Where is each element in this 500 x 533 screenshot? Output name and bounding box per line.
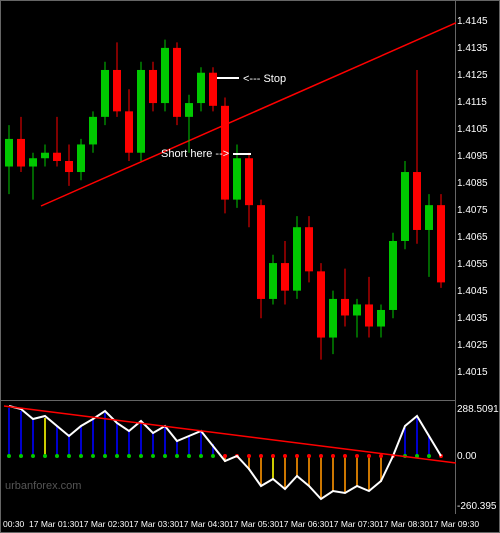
time-label: 17 Mar 03:30 [129, 519, 179, 529]
time-label: 17 Mar 09:30 [429, 519, 479, 529]
main-candlestick-chart[interactable]: <--- Stop Short here --> [1, 1, 456, 401]
price-marker [217, 77, 239, 79]
price-label: 1.4035 [457, 313, 488, 324]
price-label: 1.4125 [457, 70, 488, 81]
price-label: 1.4075 [457, 205, 488, 216]
price-label: 1.4065 [457, 232, 488, 243]
main-chart-svg [1, 1, 456, 401]
price-label: 1.4015 [457, 367, 488, 378]
indicator-chart[interactable]: urbanforex.com [1, 401, 456, 514]
annotation-label: Short here --> [161, 148, 229, 160]
price-marker [233, 153, 251, 155]
indicator-value-label: 0.00 [457, 451, 476, 462]
indicator-svg [1, 401, 456, 514]
time-label: 17 Mar 06:30 [279, 519, 329, 529]
price-axis: 1.4145 1.4135 1.4125 1.4115 1.4105 1.4095 1.40… [454, 1, 499, 401]
annotation-label: <--- Stop [243, 73, 286, 85]
watermark: urbanforex.com [5, 480, 81, 492]
time-label: 17 Mar 07:30 [329, 519, 379, 529]
time-label: 17 Mar 01:30 [29, 519, 79, 529]
forex-chart-container: <--- StopShort here --> 1.41451.41351.41… [0, 0, 500, 533]
price-label: 1.4095 [457, 151, 488, 162]
price-label: 1.4135 [457, 43, 488, 54]
indicator-value-label: -260.395 [457, 501, 496, 512]
price-label: 1.4055 [457, 259, 488, 270]
price-label: 1.4105 [457, 124, 488, 135]
indicator-axis: 288.5091 0.00 -260.395 [454, 401, 499, 514]
time-label: 17 Mar 04:30 [179, 519, 229, 529]
time-axis: 00:30 17 Mar 01:3017 Mar 02:3017 Mar 03:3… [1, 512, 456, 532]
time-label: 17 Mar 08:30 [379, 519, 429, 529]
price-label: 1.4045 [457, 286, 488, 297]
time-label: 00:30 [3, 519, 24, 529]
price-label: 1.4085 [457, 178, 488, 189]
time-label: 17 Mar 02:30 [79, 519, 129, 529]
indicator-value-label: 288.5091 [457, 404, 499, 415]
time-label: 17 Mar 05:30 [229, 519, 279, 529]
price-label: 1.4025 [457, 340, 488, 351]
price-label: 1.4145 [457, 16, 488, 27]
price-label: 1.4115 [457, 97, 487, 108]
